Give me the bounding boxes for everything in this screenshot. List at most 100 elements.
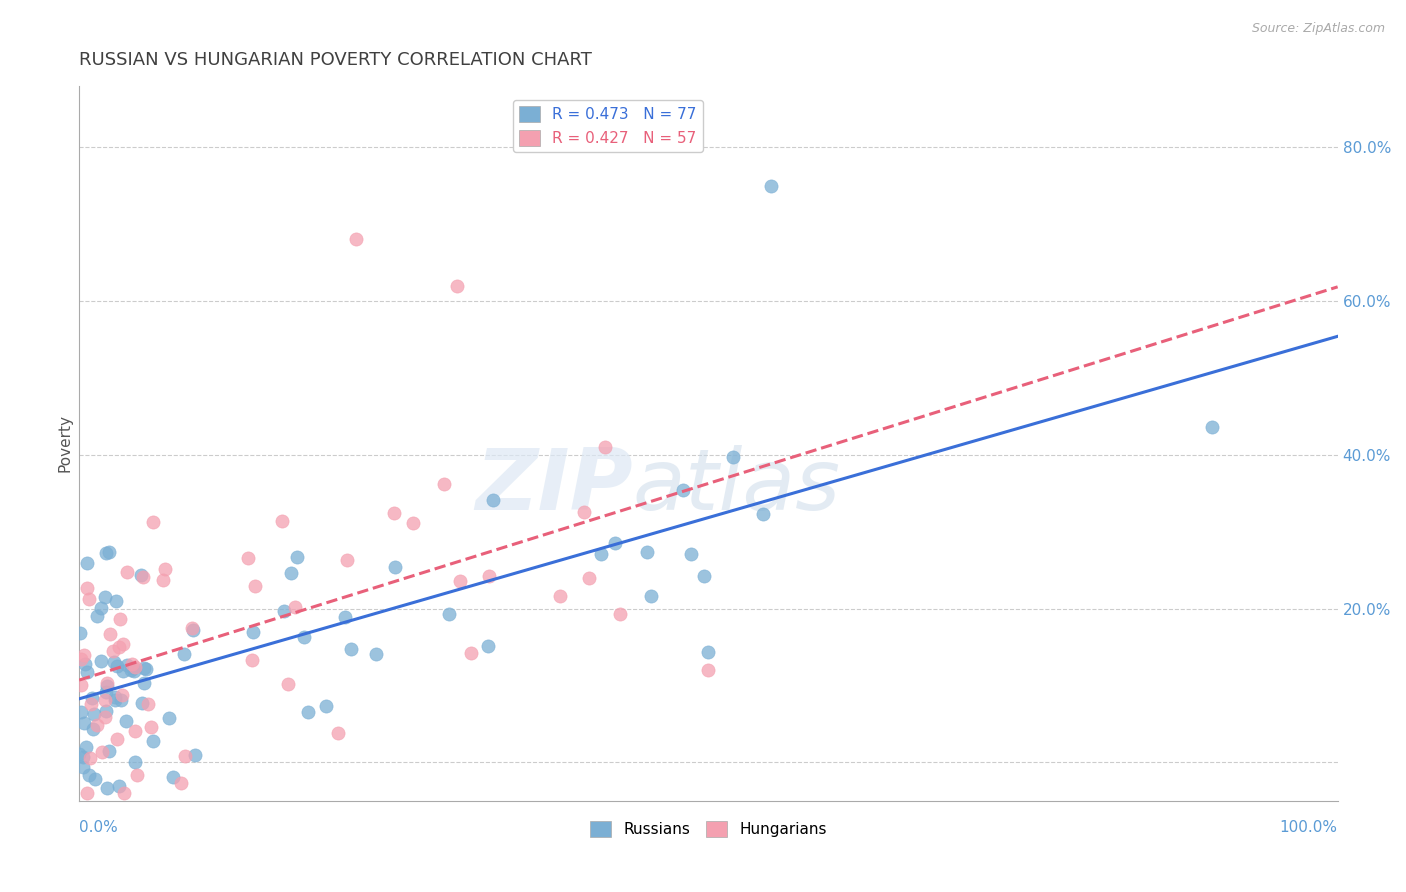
Point (135, 662, 157, 676)
Point (94, 590, 117, 604)
Point (437, 607, 460, 621)
Point (481, 492, 503, 507)
Point (1201, 420, 1223, 434)
Point (593, 440, 616, 454)
Point (84, 772, 107, 786)
Point (333, 609, 356, 624)
Point (335, 553, 357, 567)
Point (170, 775, 193, 789)
Point (108, 640, 131, 655)
Point (340, 642, 363, 657)
Point (366, 647, 388, 661)
Point (96, 685, 118, 699)
Point (91, 745, 114, 759)
Point (284, 599, 307, 614)
Point (104, 690, 127, 704)
Point (112, 786, 135, 800)
Point (155, 562, 177, 576)
Point (82, 690, 104, 705)
Point (69, 678, 91, 692)
Point (273, 604, 295, 618)
Point (181, 621, 204, 635)
Point (79, 592, 101, 607)
Point (433, 477, 456, 491)
Point (98, 627, 121, 641)
Point (591, 547, 613, 561)
Point (96, 546, 118, 560)
Point (79, 751, 101, 765)
Point (96, 781, 118, 796)
Point (271, 514, 294, 528)
Text: 100.0%: 100.0% (1279, 820, 1337, 835)
Point (326, 726, 349, 740)
Point (603, 535, 626, 549)
Point (478, 568, 501, 582)
Text: Source: ZipAtlas.com: Source: ZipAtlas.com (1251, 22, 1385, 36)
Point (285, 549, 308, 564)
Point (477, 640, 499, 654)
Point (132, 676, 155, 690)
Point (110, 693, 132, 707)
Point (125, 768, 148, 782)
Point (90, 654, 112, 668)
Point (344, 232, 367, 246)
Point (82, 723, 104, 737)
Point (86, 609, 108, 624)
Point (183, 624, 205, 638)
Point (174, 748, 197, 763)
Point (112, 637, 135, 651)
Point (240, 653, 263, 667)
Point (129, 567, 152, 582)
Point (159, 711, 181, 725)
Y-axis label: Poverty: Poverty (58, 414, 72, 472)
Point (693, 568, 716, 582)
Point (173, 648, 195, 662)
Point (139, 720, 162, 734)
Text: atlas: atlas (633, 444, 841, 528)
Legend: Russians, Hungarians: Russians, Hungarians (583, 815, 832, 843)
Point (124, 756, 146, 770)
Point (162, 770, 184, 784)
Point (679, 547, 702, 561)
Point (402, 516, 425, 530)
Point (72, 760, 94, 774)
Point (98, 744, 121, 758)
Text: 0.0%: 0.0% (79, 820, 118, 835)
Point (132, 570, 155, 584)
Point (697, 663, 720, 677)
Point (93, 693, 115, 707)
Point (277, 677, 299, 691)
Point (73, 648, 96, 662)
Point (108, 613, 131, 627)
Point (90, 601, 112, 615)
Point (94, 710, 117, 724)
Point (115, 714, 138, 729)
Point (76, 786, 98, 800)
Point (637, 545, 659, 559)
Point (384, 559, 406, 574)
Point (75, 739, 97, 754)
Point (578, 571, 600, 585)
Point (73, 657, 96, 671)
Point (751, 507, 773, 521)
Point (721, 450, 744, 465)
Point (97, 545, 120, 559)
Point (96, 676, 118, 690)
Point (297, 706, 319, 720)
Point (105, 731, 128, 746)
Point (111, 664, 134, 678)
Point (236, 550, 259, 565)
Point (697, 645, 720, 659)
Point (67, 747, 90, 762)
Point (242, 624, 264, 639)
Point (184, 748, 207, 763)
Point (294, 630, 316, 644)
Point (152, 573, 174, 587)
Point (121, 657, 143, 671)
Point (117, 658, 139, 673)
Point (96, 679, 118, 693)
Point (640, 589, 662, 603)
Point (243, 579, 266, 593)
Point (77, 767, 100, 781)
Point (101, 644, 124, 658)
